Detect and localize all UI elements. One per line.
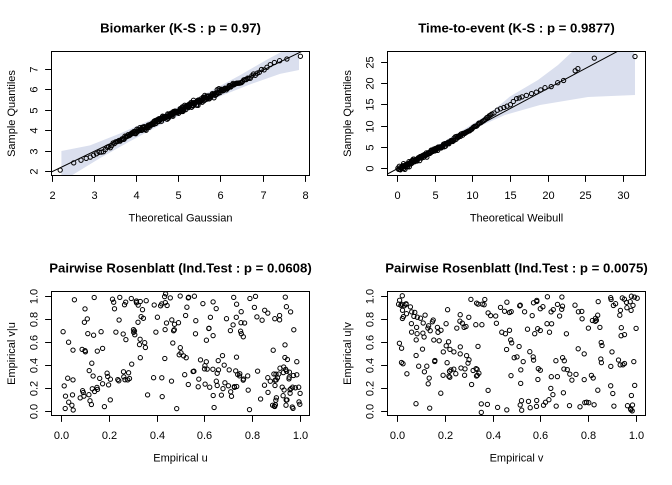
svg-text:0.2: 0.2: [102, 430, 117, 442]
svg-text:0.8: 0.8: [245, 430, 260, 442]
svg-text:0.0: 0.0: [54, 430, 69, 442]
svg-text:0.8: 0.8: [581, 430, 596, 442]
svg-text:1.0: 1.0: [28, 289, 40, 304]
svg-text:0.6: 0.6: [364, 335, 376, 350]
svg-text:Pairwise Rosenblatt (Ind.Test: Pairwise Rosenblatt (Ind.Test : p = 0.00…: [385, 261, 647, 276]
svg-text:Empirical u: Empirical u: [153, 453, 207, 465]
svg-text:0.2: 0.2: [28, 381, 40, 396]
svg-text:Theoretical Weibull: Theoretical Weibull: [470, 213, 563, 225]
svg-text:6: 6: [217, 190, 223, 202]
svg-text:0.0: 0.0: [28, 404, 40, 419]
svg-text:2: 2: [28, 168, 40, 174]
svg-text:0.2: 0.2: [438, 430, 453, 442]
svg-text:5: 5: [364, 144, 376, 150]
svg-text:3: 3: [91, 190, 97, 202]
svg-text:5: 5: [28, 107, 40, 113]
svg-text:25: 25: [364, 56, 376, 68]
svg-text:0.2: 0.2: [364, 381, 376, 396]
svg-text:0.8: 0.8: [28, 312, 40, 327]
svg-text:Sample Quantiles: Sample Quantiles: [342, 70, 354, 157]
svg-text:Empirical v|u: Empirical v|u: [6, 322, 18, 385]
svg-text:10: 10: [466, 190, 478, 202]
svg-text:Empirical u|v: Empirical u|v: [342, 322, 354, 385]
svg-text:0.6: 0.6: [28, 335, 40, 350]
svg-text:4: 4: [133, 190, 139, 202]
svg-text:0.0: 0.0: [364, 404, 376, 419]
svg-text:4: 4: [28, 127, 40, 133]
svg-text:25: 25: [579, 190, 591, 202]
svg-text:5: 5: [432, 190, 438, 202]
svg-text:30: 30: [617, 190, 629, 202]
svg-text:1.0: 1.0: [364, 289, 376, 304]
svg-text:20: 20: [542, 190, 554, 202]
svg-text:5: 5: [175, 190, 181, 202]
svg-text:1.0: 1.0: [293, 430, 308, 442]
svg-text:0.4: 0.4: [486, 430, 501, 442]
svg-text:0.4: 0.4: [28, 358, 40, 373]
svg-text:6: 6: [28, 86, 40, 92]
svg-text:Theoretical Gaussian: Theoretical Gaussian: [129, 213, 233, 225]
svg-text:0: 0: [364, 165, 376, 171]
svg-text:8: 8: [302, 190, 308, 202]
svg-text:0.6: 0.6: [533, 430, 548, 442]
svg-text:0: 0: [394, 190, 400, 202]
svg-text:2: 2: [49, 190, 55, 202]
svg-text:1.0: 1.0: [629, 430, 644, 442]
svg-text:0.4: 0.4: [150, 430, 165, 442]
svg-text:0.8: 0.8: [364, 312, 376, 327]
svg-text:Sample Quantiles: Sample Quantiles: [6, 70, 18, 157]
svg-text:Empirical v: Empirical v: [490, 453, 544, 465]
svg-text:20: 20: [364, 77, 376, 89]
svg-text:0.6: 0.6: [197, 430, 212, 442]
svg-text:Pairwise Rosenblatt (Ind.Test: Pairwise Rosenblatt (Ind.Test : p = 0.06…: [49, 261, 311, 276]
svg-text:3: 3: [28, 148, 40, 154]
svg-text:Biomarker (K-S : p = 0.97): Biomarker (K-S : p = 0.97): [100, 21, 261, 36]
svg-text:0.0: 0.0: [390, 430, 405, 442]
svg-text:15: 15: [504, 190, 516, 202]
svg-text:7: 7: [260, 190, 266, 202]
svg-text:15: 15: [364, 98, 376, 110]
svg-text:0.4: 0.4: [364, 358, 376, 373]
svg-text:10: 10: [364, 120, 376, 132]
svg-text:Time-to-event (K-S : p = 0.987: Time-to-event (K-S : p = 0.9877): [418, 21, 615, 36]
svg-text:7: 7: [28, 66, 40, 72]
